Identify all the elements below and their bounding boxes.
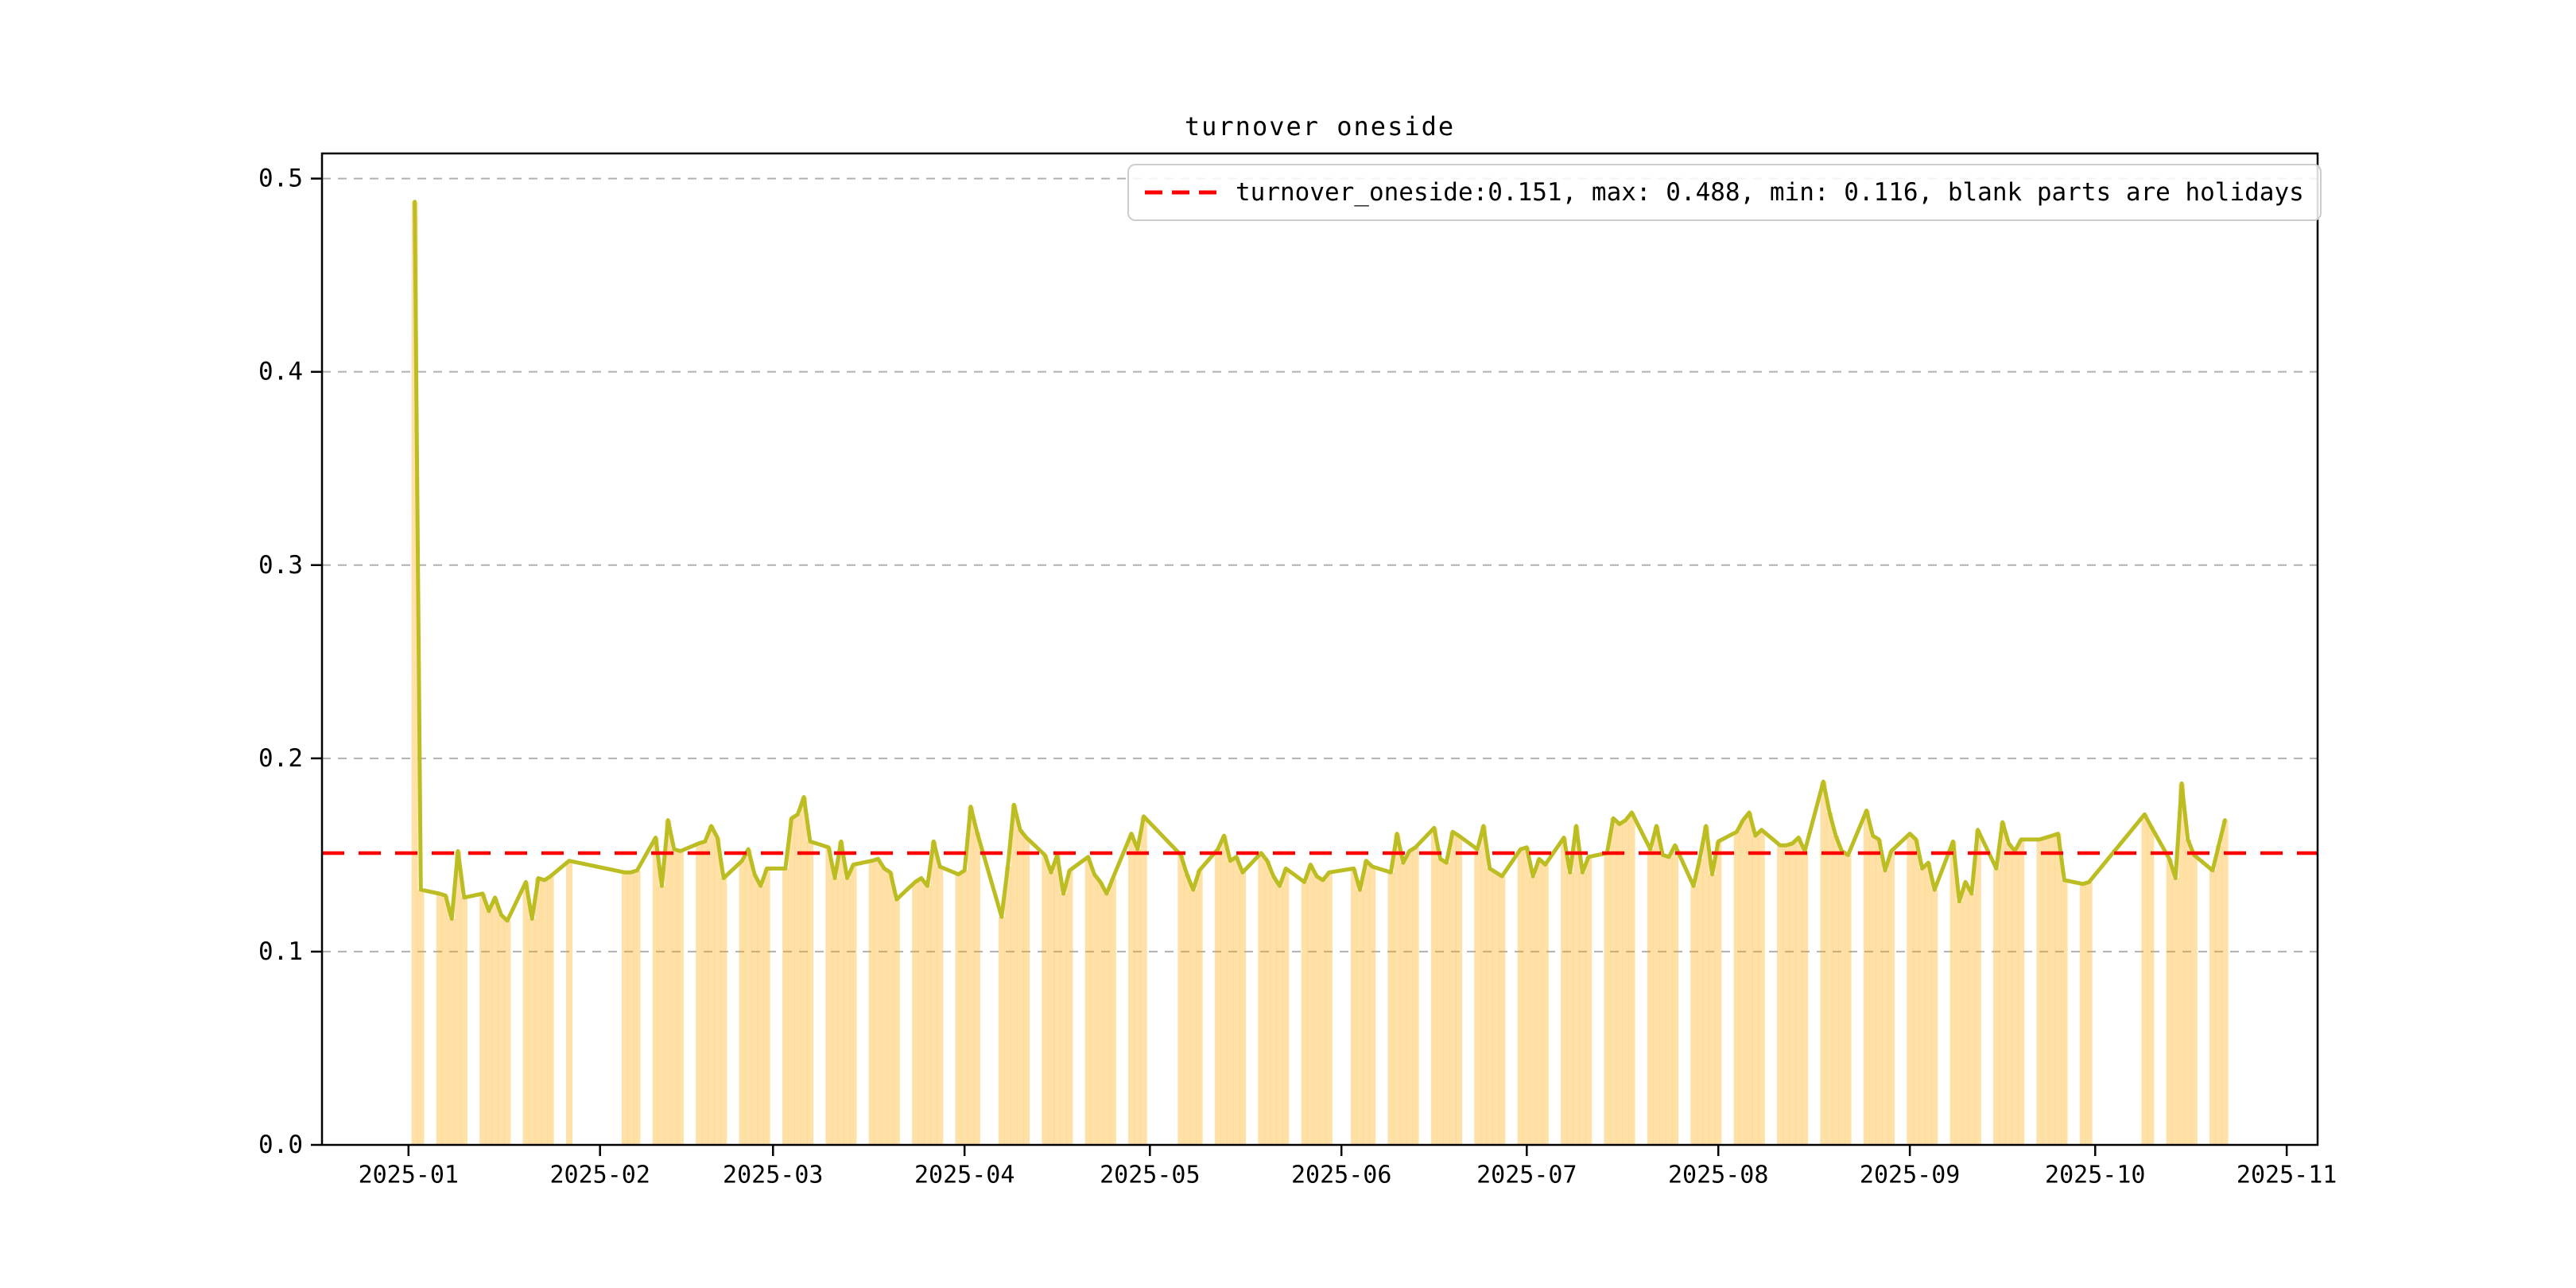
chart-title: turnover oneside [1184,111,1456,142]
x-tick-label: 2025-03 [723,1162,823,1189]
x-tick-label: 2025-07 [1476,1162,1577,1189]
x-tick-label: 2025-04 [914,1162,1014,1189]
y-tick-label: 0.3 [258,551,303,580]
series-line-layer [413,200,2227,923]
x-tick-label: 2025-10 [2045,1162,2145,1189]
legend-dashed-line-icon [1145,190,1221,195]
y-tick-label: 0.4 [258,358,303,386]
x-tick-label: 2025-11 [2237,1162,2337,1189]
x-tick-label: 2025-09 [1860,1162,1960,1189]
x-tick-label: 2025-06 [1291,1162,1391,1189]
y-tick-label: 0.2 [258,744,303,773]
x-tick-label: 2025-02 [549,1162,650,1189]
x-tick-label: 2025-01 [359,1162,459,1189]
axes-frame [320,152,2319,1146]
y-tick-label: 0.0 [258,1131,303,1159]
y-tick-label: 0.1 [258,937,303,966]
y-tick-label: 0.5 [258,165,303,193]
x-tick-label: 2025-08 [1668,1162,1768,1189]
x-axis: 2025-01 2025-02 2025-03 2025-04 2025-05 2025-… [359,1145,2337,1189]
bars-layer [411,201,2229,1145]
y-axis: 0.0 0.1 0.2 0.3 0.4 0.5 [258,165,322,1159]
legend: turnover_oneside:0.151, max: 0.488, min:… [1127,164,2322,221]
legend-label: turnover_oneside:0.151, max: 0.488, min:… [1236,178,2304,207]
x-tick-label: 2025-05 [1100,1162,1200,1189]
